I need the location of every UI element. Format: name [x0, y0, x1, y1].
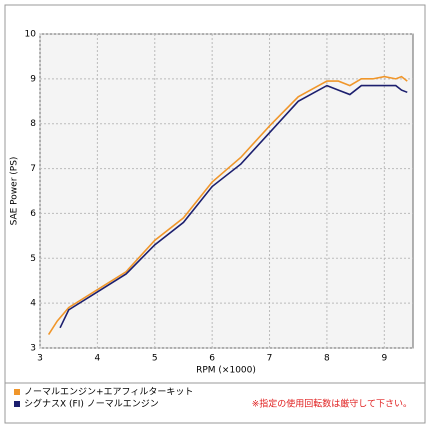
series-line	[47, 75, 408, 335]
x-tick-label: 5	[152, 354, 158, 364]
y-tick-label: 10	[25, 30, 37, 40]
y-tick-label: 9	[30, 74, 36, 84]
x-tick-label: 6	[209, 354, 215, 364]
legend-label: シグナスX (FI) ノーマルエンジン	[24, 398, 159, 410]
y-tick-label: 7	[30, 164, 36, 174]
note: ※指定の使用回転数は厳守して下さい。	[252, 398, 412, 410]
y-tick-label: 3	[30, 344, 36, 354]
series-line	[59, 84, 408, 329]
legend-swatch	[14, 389, 20, 395]
x-axis-label: RPM (×1000)	[196, 366, 256, 376]
y-tick-label: 5	[30, 254, 36, 264]
x-tick-label: 4	[95, 354, 101, 364]
x-tick-label: 7	[267, 354, 273, 364]
x-tick-label: 3	[37, 354, 43, 364]
y-tick-label: 8	[30, 119, 36, 129]
y-tick-label: 6	[30, 209, 36, 219]
y-tick-label: 4	[30, 299, 36, 309]
x-tick-label: 8	[324, 354, 330, 364]
legend-swatch	[14, 401, 20, 407]
x-tick-label: 9	[381, 354, 387, 364]
y-axis-label: SAE Power (PS)	[10, 157, 20, 226]
plot-area	[39, 33, 414, 349]
legend-label: ノーマルエンジン+エアフィルターキット	[24, 387, 193, 398]
